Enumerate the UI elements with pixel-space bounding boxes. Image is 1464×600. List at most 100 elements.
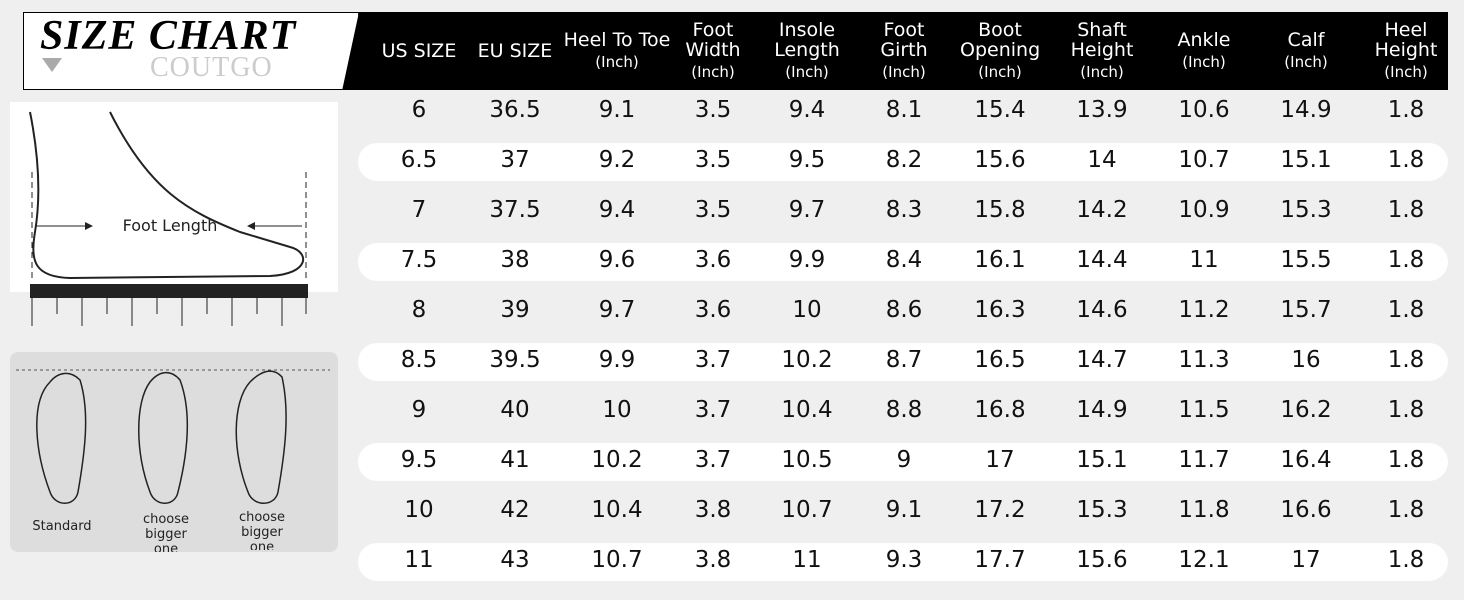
table-cell: 17 bbox=[985, 447, 1015, 473]
table-cell: 9.1 bbox=[885, 497, 923, 523]
table-cell: 3.7 bbox=[694, 397, 732, 423]
table-cell: 7.5 bbox=[400, 247, 438, 273]
table-cell: 10.5 bbox=[781, 447, 833, 473]
table-cell: 15.7 bbox=[1280, 297, 1332, 323]
table-cell: 9.7 bbox=[598, 297, 636, 323]
table-cell: 15.6 bbox=[1076, 547, 1128, 573]
table-cell: 15.1 bbox=[1076, 447, 1128, 473]
column-header: Heel To Toe (Inch) bbox=[557, 12, 677, 90]
table-cell: 9.5 bbox=[788, 147, 826, 173]
column-header: EU SIZE bbox=[467, 12, 563, 90]
table-cell: 37.5 bbox=[489, 197, 541, 223]
table-cell: 16.1 bbox=[974, 247, 1026, 273]
column-unit: (Inch) bbox=[595, 53, 639, 71]
table-cell: 3.6 bbox=[694, 297, 732, 323]
table-cell: 1.8 bbox=[1387, 247, 1425, 273]
table-cell: 10.7 bbox=[1178, 147, 1230, 173]
table-cell: 10.2 bbox=[591, 447, 643, 473]
table-cell: 11.5 bbox=[1178, 397, 1230, 423]
table-cell: 9.3 bbox=[885, 547, 923, 573]
column-name: Ankle bbox=[1177, 29, 1231, 51]
table-cell: 40 bbox=[500, 397, 530, 423]
table-cell: 14.4 bbox=[1076, 247, 1128, 273]
table-cell: 14 bbox=[1087, 147, 1117, 173]
table-cell: 17.2 bbox=[974, 497, 1026, 523]
table-cell: 1.8 bbox=[1387, 447, 1425, 473]
column-unit: (Inch) bbox=[1384, 63, 1428, 81]
column-name: Insole Length bbox=[774, 19, 840, 61]
column-header: Heel Height (Inch) bbox=[1358, 12, 1454, 90]
table-cell: 14.9 bbox=[1280, 97, 1332, 123]
table-cell: 9 bbox=[896, 447, 912, 473]
table-cell: 14.6 bbox=[1076, 297, 1128, 323]
table-cell: 13.9 bbox=[1076, 97, 1128, 123]
table-cell: 1.8 bbox=[1387, 547, 1425, 573]
table-cell: 1.8 bbox=[1387, 147, 1425, 173]
table-cell: 10.7 bbox=[591, 547, 643, 573]
row-background bbox=[358, 543, 1448, 581]
table-cell: 3.5 bbox=[694, 197, 732, 223]
table-cell: 3.8 bbox=[694, 547, 732, 573]
table-cell: 9.4 bbox=[598, 197, 636, 223]
table-cell: 8.1 bbox=[885, 97, 923, 123]
table-cell: 15.1 bbox=[1280, 147, 1332, 173]
column-header: Calf (Inch) bbox=[1258, 12, 1354, 90]
table-cell: 17 bbox=[1291, 547, 1321, 573]
table-cell: 17.7 bbox=[974, 547, 1026, 573]
table-cell: 11 bbox=[404, 547, 434, 573]
column-name: EU SIZE bbox=[477, 40, 553, 62]
column-name: Heel To Toe bbox=[563, 29, 671, 51]
column-unit: (Inch) bbox=[1182, 53, 1226, 71]
table-cell: 8 bbox=[411, 297, 427, 323]
table-cell: 8.7 bbox=[885, 347, 923, 373]
table-cell: 9.9 bbox=[788, 247, 826, 273]
table-cell: 16.4 bbox=[1280, 447, 1332, 473]
table-cell: 11 bbox=[1189, 247, 1219, 273]
table-cell: 9.2 bbox=[598, 147, 636, 173]
table-cell: 14.2 bbox=[1076, 197, 1128, 223]
measure-label: Foot Length bbox=[123, 216, 218, 235]
table-cell: 16.6 bbox=[1280, 497, 1332, 523]
table-cell: 1.8 bbox=[1387, 397, 1425, 423]
column-unit: (Inch) bbox=[1080, 63, 1124, 81]
table-cell: 1.8 bbox=[1387, 497, 1425, 523]
table-cell: 43 bbox=[500, 547, 530, 573]
table-cell: 6 bbox=[411, 97, 427, 123]
table-cell: 9.6 bbox=[598, 247, 636, 273]
foot-label: choose bigger one bbox=[142, 512, 190, 552]
table-cell: 37 bbox=[500, 147, 530, 173]
table-cell: 3.8 bbox=[694, 497, 732, 523]
column-header: US SIZE bbox=[371, 12, 467, 90]
table-cell: 16.2 bbox=[1280, 397, 1332, 423]
column-unit: (Inch) bbox=[785, 63, 829, 81]
column-header: Ankle (Inch) bbox=[1156, 12, 1252, 90]
table-cell: 41 bbox=[500, 447, 530, 473]
table-cell: 16 bbox=[1291, 347, 1321, 373]
table-cell: 15.8 bbox=[974, 197, 1026, 223]
column-name: Foot Girth bbox=[880, 19, 928, 61]
table-cell: 3.5 bbox=[694, 97, 732, 123]
table-cell: 10 bbox=[404, 497, 434, 523]
column-name: Foot Width bbox=[685, 19, 741, 61]
table-cell: 9.5 bbox=[400, 447, 438, 473]
column-name: US SIZE bbox=[381, 40, 457, 62]
table-cell: 3.7 bbox=[694, 447, 732, 473]
column-header: Shaft Height (Inch) bbox=[1054, 12, 1150, 90]
foot-shape-illustration: Standard choose bigger one choose bigger… bbox=[10, 352, 338, 552]
row-background bbox=[358, 443, 1448, 481]
column-unit: (Inch) bbox=[882, 63, 926, 81]
table-cell: 7 bbox=[411, 197, 427, 223]
table-cell: 10.4 bbox=[781, 397, 833, 423]
column-header: Foot Width (Inch) bbox=[665, 12, 761, 90]
foot-label: Standard bbox=[32, 519, 91, 534]
row-background bbox=[358, 143, 1448, 181]
triangle-icon bbox=[42, 58, 62, 72]
column-unit: (Inch) bbox=[978, 63, 1022, 81]
brand: COUTGO bbox=[150, 52, 273, 83]
table-cell: 9.4 bbox=[788, 97, 826, 123]
table-cell: 9.1 bbox=[598, 97, 636, 123]
table-cell: 9.7 bbox=[788, 197, 826, 223]
table-cell: 11.3 bbox=[1178, 347, 1230, 373]
table-cell: 16.3 bbox=[974, 297, 1026, 323]
table-cell: 3.5 bbox=[694, 147, 732, 173]
